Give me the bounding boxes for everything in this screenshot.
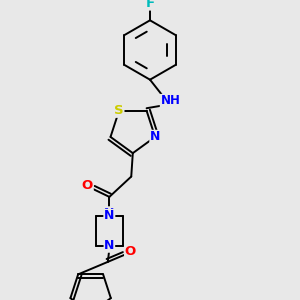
Text: F: F [146,0,154,10]
Text: O: O [82,179,93,192]
Text: N: N [104,239,115,252]
Text: NH: NH [160,94,180,107]
Text: N: N [104,207,115,220]
Text: N: N [104,209,115,222]
Text: S: S [114,104,124,117]
Text: O: O [125,245,136,258]
Text: N: N [150,130,160,143]
